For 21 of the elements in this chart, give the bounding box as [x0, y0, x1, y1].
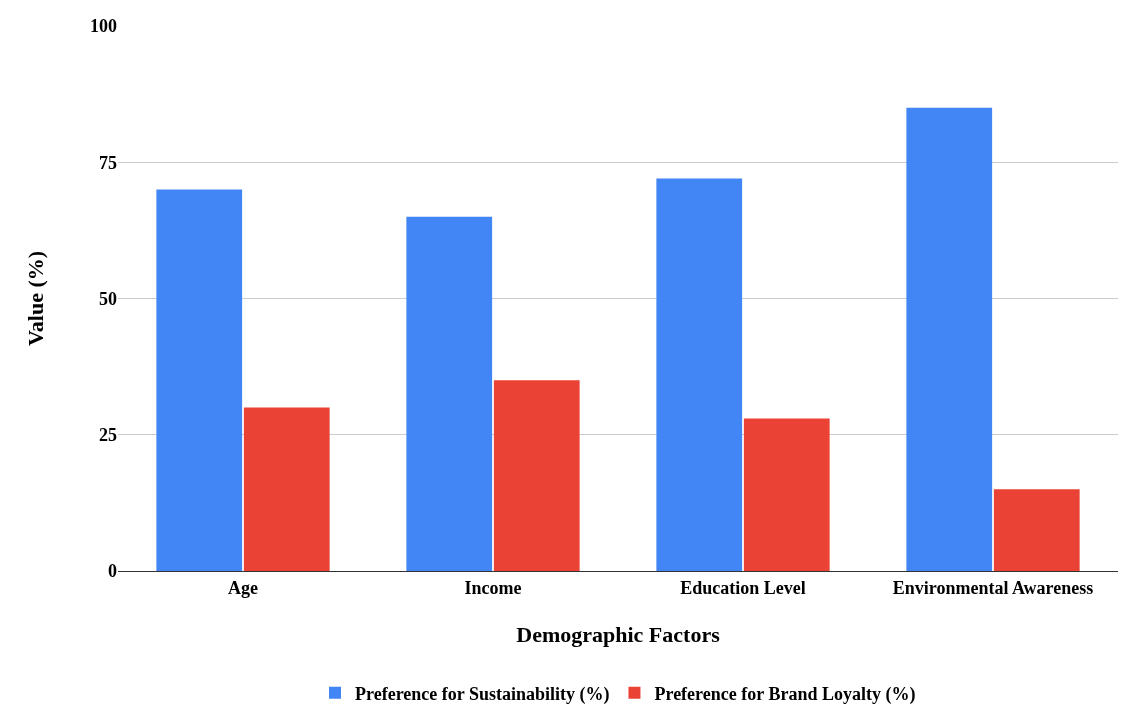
x-tick-label: Age — [228, 577, 258, 598]
bar — [656, 178, 743, 571]
y-tick-label: 0 — [108, 561, 117, 582]
x-tick-label: Environmental Awareness — [892, 577, 1094, 598]
bar — [243, 407, 330, 571]
y-axis-title: Value (%) — [22, 250, 48, 347]
bar — [406, 216, 493, 571]
y-tick-label: 100 — [90, 16, 117, 37]
bar — [743, 418, 830, 571]
y-tick-label: 25 — [99, 425, 117, 446]
legend-label: Preference for Brand Loyalty (%) — [654, 683, 916, 705]
legend-label: Preference for Sustainability (%) — [355, 683, 610, 705]
bar — [156, 189, 243, 571]
bar — [993, 489, 1080, 571]
x-axis-title: Demographic Factors — [516, 622, 721, 648]
y-tick-label: 50 — [99, 288, 117, 309]
bar — [906, 107, 993, 571]
x-tick-label: Education Level — [680, 577, 806, 598]
x-tick-label: Income — [464, 577, 522, 598]
bar — [493, 380, 580, 571]
y-tick-label: 75 — [99, 152, 117, 173]
